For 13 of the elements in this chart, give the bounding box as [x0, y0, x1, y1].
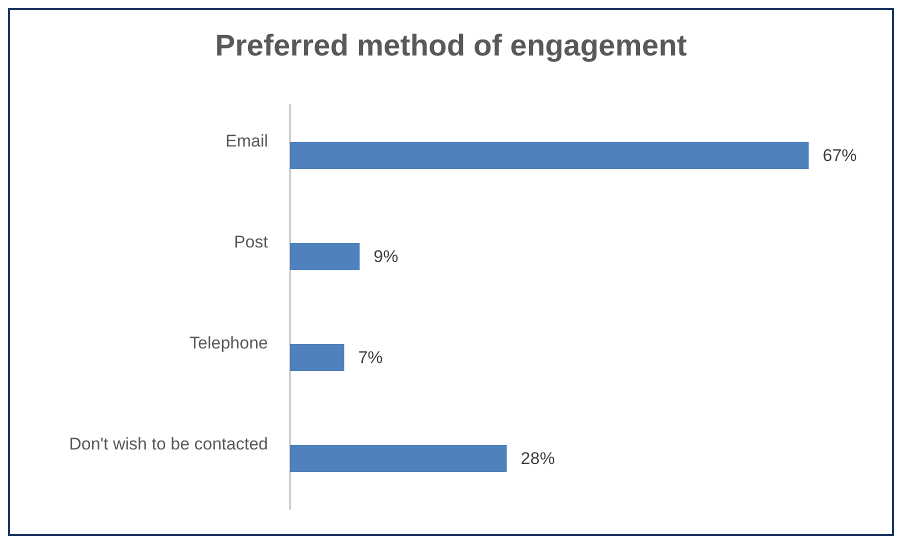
y-tick-label: Email [225, 132, 268, 150]
data-label: 9% [374, 247, 398, 266]
bar [290, 344, 344, 371]
y-tick-label: Post [234, 232, 268, 252]
data-label: 7% [358, 348, 383, 367]
chart-title: Preferred method of engagement [215, 30, 687, 62]
data-label: 28% [520, 449, 555, 468]
y-tick-label: Don't wish to be contacted [69, 434, 268, 454]
y-tick-label: Telephone [190, 334, 268, 352]
bar [290, 243, 360, 270]
bar [290, 445, 507, 472]
data-label: 67% [822, 146, 857, 165]
bar [290, 142, 809, 169]
